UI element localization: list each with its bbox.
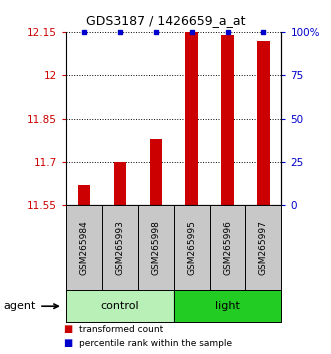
Text: percentile rank within the sample: percentile rank within the sample bbox=[79, 339, 233, 348]
Bar bbox=[257, 41, 270, 205]
Text: GSM265996: GSM265996 bbox=[223, 220, 232, 275]
Text: light: light bbox=[215, 301, 240, 311]
Bar bbox=[221, 35, 234, 205]
Text: transformed count: transformed count bbox=[79, 325, 164, 334]
Bar bbox=[174, 290, 281, 322]
Text: ■: ■ bbox=[63, 338, 72, 348]
Bar bbox=[150, 139, 162, 205]
Bar bbox=[66, 290, 174, 322]
Bar bbox=[114, 162, 126, 205]
Text: GSM265998: GSM265998 bbox=[151, 220, 160, 275]
Text: agent: agent bbox=[3, 301, 36, 311]
Bar bbox=[78, 185, 90, 205]
Text: GSM265997: GSM265997 bbox=[259, 220, 268, 275]
Bar bbox=[185, 32, 198, 205]
Text: GSM265995: GSM265995 bbox=[187, 220, 196, 275]
Text: ■: ■ bbox=[63, 324, 72, 334]
Text: GSM265993: GSM265993 bbox=[116, 220, 124, 275]
Text: control: control bbox=[101, 301, 139, 311]
Text: GDS3187 / 1426659_a_at: GDS3187 / 1426659_a_at bbox=[86, 14, 245, 27]
Text: GSM265984: GSM265984 bbox=[80, 221, 89, 275]
